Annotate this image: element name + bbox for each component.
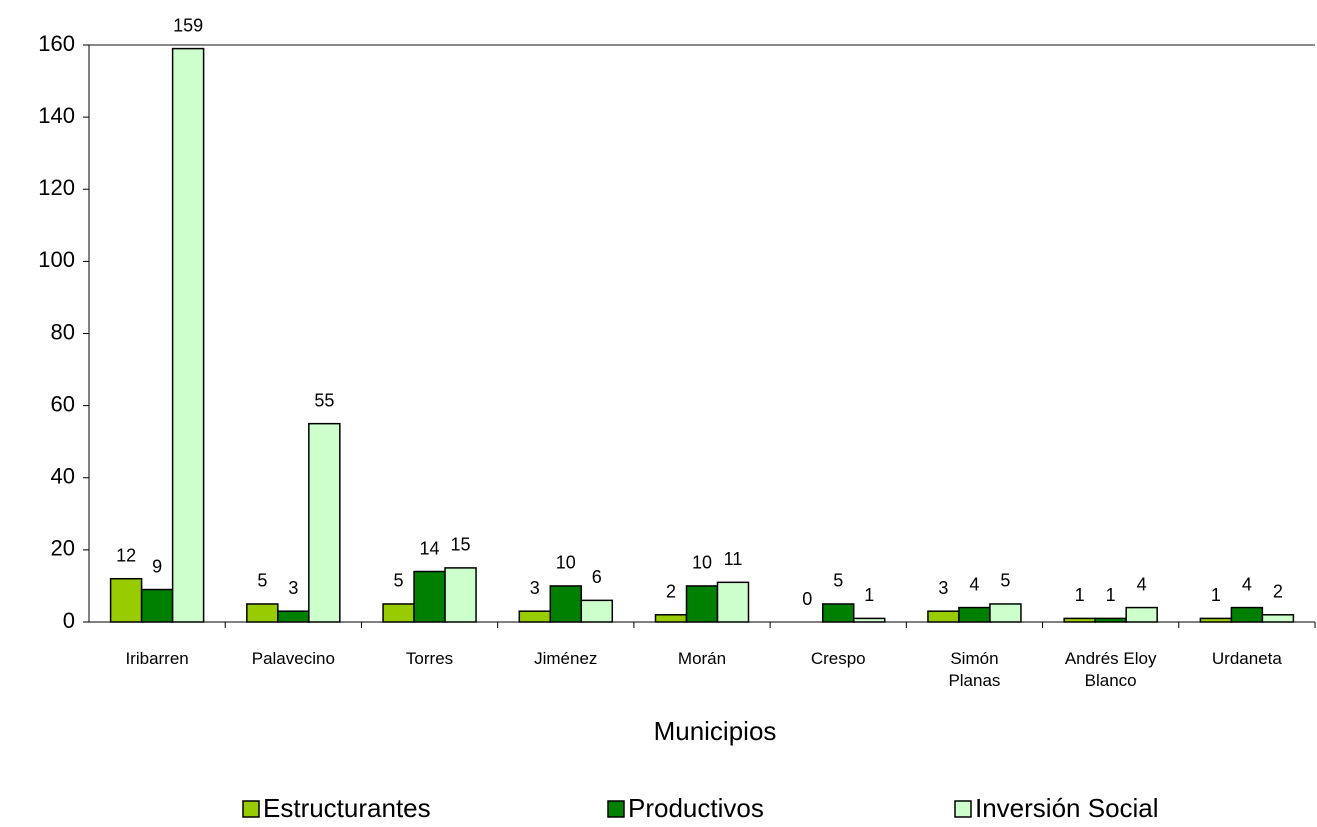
bar xyxy=(580,599,614,623)
data-label: 55 xyxy=(314,390,334,410)
y-tick-label: 120 xyxy=(38,175,75,200)
bar xyxy=(685,585,719,623)
bar xyxy=(308,422,341,623)
bar xyxy=(821,603,855,623)
bar xyxy=(140,588,174,623)
bar xyxy=(1230,606,1264,623)
data-label: 1 xyxy=(1106,585,1116,605)
y-tick-label: 40 xyxy=(51,464,75,489)
data-label: 2 xyxy=(1273,582,1283,602)
y-tick-label: 140 xyxy=(38,103,75,128)
data-label: 14 xyxy=(420,538,440,558)
bar xyxy=(109,577,143,623)
data-label: 15 xyxy=(451,535,471,555)
x-tick-label: Andrés Eloy Blanco xyxy=(1064,649,1157,690)
legend-label: Productivos xyxy=(628,793,764,823)
x-tick-label: Jiménez xyxy=(534,649,598,668)
bar xyxy=(654,614,688,623)
bar xyxy=(549,585,583,623)
bar xyxy=(1063,617,1096,623)
bar xyxy=(852,617,886,623)
x-tick-label: Iribarren xyxy=(125,649,189,668)
bar xyxy=(171,47,205,623)
bar xyxy=(413,570,446,623)
data-label: 1 xyxy=(1211,585,1221,605)
x-tick-label: Morán xyxy=(677,649,727,668)
bar xyxy=(382,603,415,623)
data-label: 11 xyxy=(724,549,743,569)
y-tick-label: 0 xyxy=(63,608,75,633)
x-tick-label: Simón Planas xyxy=(948,649,1001,690)
bar xyxy=(518,610,552,623)
x-tick-label: Torres xyxy=(405,649,454,668)
bar xyxy=(1125,606,1158,623)
data-label: 4 xyxy=(1242,574,1252,594)
y-tick-label: 100 xyxy=(38,247,75,272)
bar xyxy=(444,567,477,623)
data-label: 1 xyxy=(864,585,874,605)
data-label: 2 xyxy=(666,582,676,602)
data-label: 5 xyxy=(833,571,843,591)
data-label: 12 xyxy=(116,545,136,565)
bar xyxy=(958,606,991,623)
data-label: 10 xyxy=(692,553,712,573)
bar xyxy=(989,603,1022,623)
y-tick-label: 60 xyxy=(51,391,75,416)
x-axis-title: Municipios xyxy=(654,716,777,746)
data-label: 0 xyxy=(802,589,812,609)
legend-label: Estructurantes xyxy=(263,793,431,823)
y-tick-label: 160 xyxy=(38,31,75,56)
legend-label: Inversión Social xyxy=(975,793,1159,823)
data-label: 159 xyxy=(173,15,203,35)
bar xyxy=(1199,617,1233,623)
data-label: 3 xyxy=(530,578,540,598)
data-label: 4 xyxy=(969,574,979,594)
data-label: 3 xyxy=(288,578,298,598)
data-label: 4 xyxy=(1137,574,1147,594)
x-tick-label: Crespo xyxy=(810,649,866,668)
data-label: 3 xyxy=(938,578,948,598)
bar xyxy=(1261,614,1295,623)
data-label: 5 xyxy=(1000,571,1010,591)
legend-swatch xyxy=(607,800,625,818)
data-label: 10 xyxy=(556,553,576,573)
bar xyxy=(927,610,960,623)
legend-swatch xyxy=(954,800,972,818)
x-tick-label: Palavecino xyxy=(251,649,335,668)
data-label: 5 xyxy=(257,571,267,591)
y-tick-label: 20 xyxy=(51,536,75,561)
bar xyxy=(1094,617,1127,623)
bar xyxy=(277,610,310,623)
legend-swatch xyxy=(242,800,260,818)
data-label: 9 xyxy=(152,556,162,576)
y-tick-label: 80 xyxy=(51,319,75,344)
data-label: 6 xyxy=(592,567,602,587)
bar xyxy=(246,603,279,623)
data-label: 5 xyxy=(394,571,404,591)
x-tick-label: Urdaneta xyxy=(1211,649,1282,668)
bar xyxy=(716,581,750,623)
data-label: 1 xyxy=(1075,585,1085,605)
